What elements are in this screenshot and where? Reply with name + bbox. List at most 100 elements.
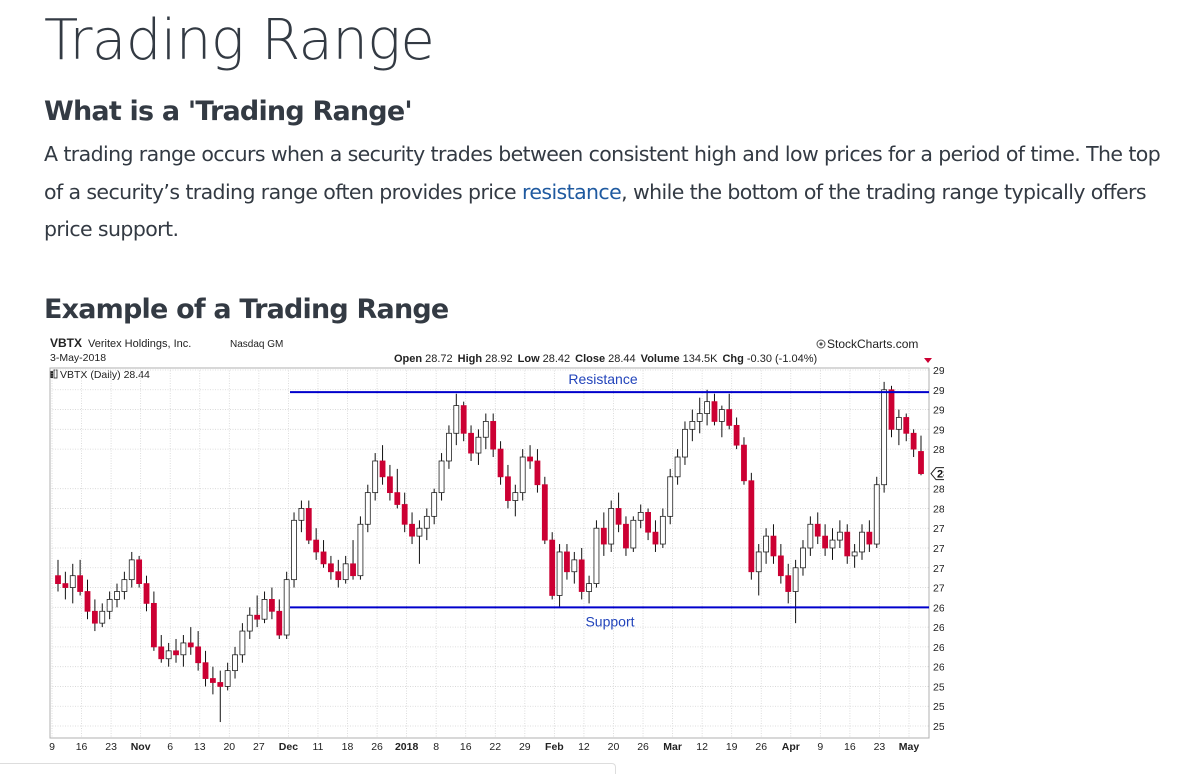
candle-body-down bbox=[844, 531, 851, 557]
candle-body-up bbox=[239, 630, 246, 656]
candle-body-down bbox=[328, 563, 334, 573]
candle-body-down bbox=[541, 484, 548, 541]
trendlines: Resistance Support bbox=[290, 371, 929, 629]
candle-body-up bbox=[128, 559, 135, 581]
y-tick-label: 29.25 bbox=[933, 405, 944, 417]
y-tick-label: 25.25 bbox=[933, 721, 944, 733]
support-label: Support bbox=[585, 613, 634, 629]
ohlc-value: 28.72 bbox=[425, 353, 453, 365]
candle-body-up bbox=[291, 519, 297, 581]
candle-body-down bbox=[77, 575, 84, 592]
y-tick-label: 26.75 bbox=[933, 602, 944, 614]
candle-body-down bbox=[394, 492, 401, 505]
candle-body-up bbox=[836, 531, 843, 541]
candle-body-down bbox=[143, 583, 150, 604]
y-tick-label: 29.75 bbox=[933, 365, 944, 377]
candle-body-down bbox=[726, 409, 733, 426]
candle-body-up bbox=[829, 539, 836, 549]
candle-body-up bbox=[165, 650, 172, 660]
x-tick-label: Feb bbox=[545, 741, 564, 753]
x-tick-label: 9 bbox=[49, 741, 55, 753]
candle-body-down bbox=[276, 610, 283, 636]
price-chart: VBTX Veritex Holdings, Inc. Nasdaq GM 3-… bbox=[49, 336, 944, 753]
candle-body-up bbox=[283, 579, 290, 636]
x-tick-label: 26 bbox=[755, 741, 767, 753]
x-tick-label: 26 bbox=[371, 741, 383, 753]
candle-body-up bbox=[895, 417, 902, 430]
x-tick-label: 16 bbox=[460, 741, 472, 753]
last-price-marker bbox=[930, 467, 944, 481]
company-name: Veritex Holdings, Inc. bbox=[88, 338, 191, 350]
candle-body-down bbox=[600, 527, 607, 545]
resistance-link[interactable]: resistance bbox=[521, 179, 622, 204]
candle-body-up bbox=[342, 563, 349, 581]
candle-body-down bbox=[158, 646, 165, 660]
candle-body-down bbox=[615, 508, 622, 525]
candle-body-down bbox=[527, 456, 533, 462]
candle-body-up bbox=[438, 460, 445, 494]
candle-body-down bbox=[505, 476, 511, 501]
x-tick-label: 12 bbox=[696, 741, 708, 753]
candle-body-down bbox=[910, 432, 917, 450]
candle-body-down bbox=[187, 642, 194, 648]
candle-body-down bbox=[320, 551, 327, 565]
grid-lines bbox=[50, 368, 929, 738]
legend-label: VBTX (Daily) 28.44 bbox=[60, 369, 150, 381]
ohlc-label: Volume bbox=[641, 353, 680, 365]
candle-body-up bbox=[512, 492, 519, 501]
plot-frame bbox=[49, 367, 930, 739]
ohlc-label: Open bbox=[394, 353, 422, 365]
candle-body-down bbox=[770, 535, 777, 557]
candle-body-up bbox=[69, 575, 76, 588]
candle-body-up bbox=[431, 492, 438, 517]
candle-body-up bbox=[232, 654, 238, 672]
chart-legend: VBTX (Daily) 28.44 bbox=[50, 369, 150, 381]
candle-body-up bbox=[851, 551, 858, 557]
x-tick-label: Mar bbox=[663, 741, 682, 753]
page-title: Trading Range bbox=[44, 8, 435, 73]
candle-body-up bbox=[859, 531, 865, 553]
ohlc-label: High bbox=[458, 353, 483, 365]
ohlc-value: 28.42 bbox=[543, 353, 571, 365]
candle-body-down bbox=[209, 678, 216, 683]
candle-body-up bbox=[519, 456, 526, 494]
x-tick-label: 16 bbox=[844, 741, 856, 753]
last-price-label: 28.44 bbox=[937, 469, 944, 481]
x-tick-label: 27 bbox=[253, 741, 265, 753]
candle-body-down bbox=[623, 523, 629, 549]
candle-body-up bbox=[873, 484, 880, 545]
candle-body-up bbox=[689, 421, 696, 430]
candle-body-up bbox=[800, 547, 806, 569]
candle-body-up bbox=[755, 551, 762, 573]
candle-body-down bbox=[733, 424, 740, 446]
y-tick-label: 28.75 bbox=[933, 444, 944, 456]
stockcharts-logo-icon bbox=[816, 339, 826, 349]
y-axis: 29.75 29.50 29.25 29.00 28.75 28.44 28.25 28.00… bbox=[930, 365, 944, 733]
section-heading-what: What is a 'Trading Range' bbox=[44, 96, 413, 127]
ohlc-value: 28.92 bbox=[485, 353, 513, 365]
y-tick-label: 27.75 bbox=[933, 523, 944, 535]
candle-body-down bbox=[468, 432, 474, 454]
candle-body-down bbox=[379, 460, 386, 478]
x-tick-label: 2018 bbox=[395, 741, 419, 753]
candle-body-up bbox=[763, 535, 770, 553]
candle-body-down bbox=[254, 614, 261, 620]
candle-body-up bbox=[571, 559, 578, 573]
candle-body-up bbox=[792, 567, 799, 592]
chart-date: 3-May-2018 bbox=[50, 352, 106, 364]
candle-body-down bbox=[777, 555, 784, 577]
x-tick-label: 23 bbox=[105, 741, 117, 753]
candle-body-down bbox=[269, 599, 275, 612]
candle-body-down bbox=[409, 523, 415, 537]
candle-body-down bbox=[350, 563, 356, 577]
candle-body-down bbox=[55, 575, 61, 584]
y-tick-label: 29.00 bbox=[933, 424, 944, 436]
candle-body-up bbox=[881, 389, 888, 486]
x-tick-label: 20 bbox=[223, 741, 235, 753]
x-tick-label: 13 bbox=[194, 741, 206, 753]
candle-body-down bbox=[652, 531, 659, 545]
y-tick-label: 27.25 bbox=[933, 563, 944, 575]
x-tick-label: 11 bbox=[313, 741, 324, 753]
candle-body-down bbox=[748, 480, 755, 573]
candle-body-down bbox=[866, 531, 873, 545]
